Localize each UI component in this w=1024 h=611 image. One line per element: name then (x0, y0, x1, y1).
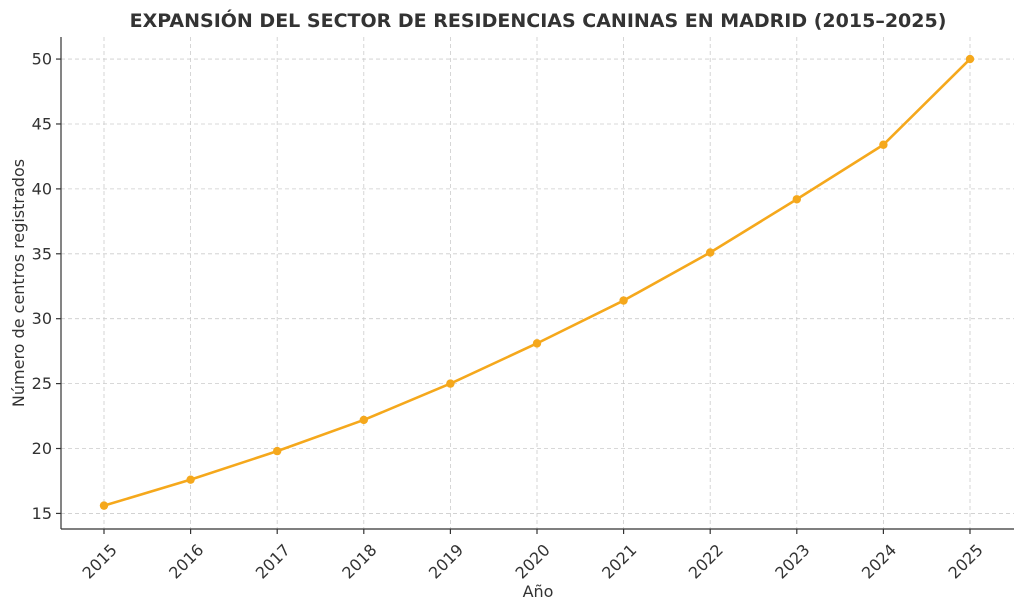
y-tick-label: 20 (32, 439, 52, 458)
y-tick-label: 30 (32, 309, 52, 328)
data-point (446, 379, 455, 388)
data-point (792, 195, 801, 204)
data-point (879, 140, 888, 149)
x-tick-label: 2025 (945, 540, 987, 582)
data-point (965, 54, 975, 64)
data-point (706, 248, 715, 257)
data-point (186, 475, 195, 484)
data-point (99, 501, 109, 510)
y-tick-label: 15 (32, 504, 52, 523)
x-axis-label: Año (523, 582, 554, 601)
x-tick-label: 2023 (771, 540, 813, 582)
y-tick-label: 25 (32, 374, 52, 393)
data-point (359, 415, 368, 425)
data-point (532, 339, 542, 348)
y-tick-label: 40 (32, 179, 52, 198)
axes-layer (60, 37, 1014, 530)
x-tick-label: 2016 (165, 540, 207, 582)
x-tick-label: 2021 (598, 540, 640, 582)
x-tick-label: 2019 (425, 540, 467, 582)
y-tick-label: 35 (32, 244, 52, 263)
data-point (619, 296, 628, 305)
x-tick-label: 2022 (685, 540, 727, 582)
x-tick-label: 2018 (338, 540, 380, 582)
y-tick-label: 45 (32, 114, 52, 133)
x-tick-label: 2020 (512, 540, 554, 582)
grid-layer (61, 37, 1014, 529)
x-tick-label: 2015 (79, 540, 121, 582)
x-tick-label: 2017 (252, 540, 294, 582)
y-tick-label: 50 (32, 50, 52, 69)
chart-title: EXPANSIÓN DEL SECTOR DE RESIDENCIAS CANI… (130, 8, 947, 32)
series-layer (99, 54, 975, 510)
y-axis-label: Número de centros registrados (9, 159, 28, 407)
data-point (273, 446, 282, 456)
ticks-layer: 2015 2016 2017 2018 2019 2020 2021 2022 2023 2024… (32, 50, 987, 583)
x-tick-label: 2024 (858, 540, 900, 582)
